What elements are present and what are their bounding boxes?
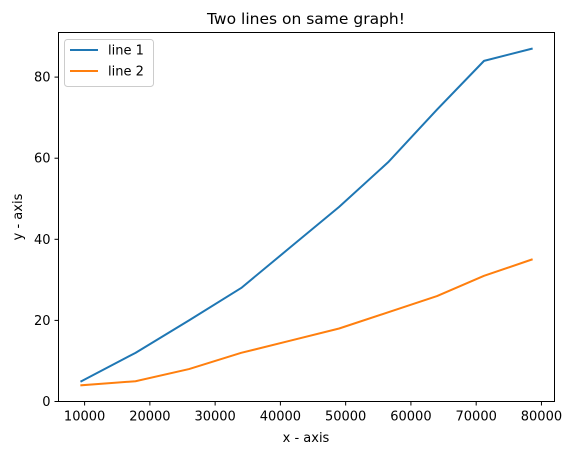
x-tick-label: 50000 — [325, 410, 366, 425]
x-tick-label: 60000 — [390, 410, 431, 425]
legend-label-2: line 2 — [108, 65, 144, 80]
plot-frame — [58, 32, 555, 402]
legend-items: line 1 line 2 — [70, 44, 144, 80]
x-axis-ticks: 10000 20000 30000 40000 50000 60000 70000 80000 — [64, 401, 562, 425]
x-axis-title: x - axis — [283, 431, 330, 446]
legend-label-1: line 1 — [108, 44, 144, 59]
x-tick-label: 70000 — [456, 410, 497, 425]
y-tick-label: 80 — [34, 71, 51, 86]
series-line-2 — [80, 258, 533, 387]
plot-lines — [79, 47, 533, 387]
y-axis-ticks: 0 20 40 60 80 — [34, 71, 59, 410]
series-line-1 — [79, 47, 533, 383]
y-tick-label: 20 — [34, 314, 51, 329]
legend: line 1 line 2 — [64, 39, 154, 87]
y-tick-label: 40 — [34, 233, 51, 248]
chart-title: Two lines on same graph! — [206, 10, 405, 28]
legend-box — [64, 39, 154, 87]
x-tick-label: 40000 — [260, 410, 301, 425]
x-tick-label: 10000 — [64, 410, 105, 425]
x-tick-label: 20000 — [129, 410, 170, 425]
x-tick-label: 80000 — [521, 410, 562, 425]
y-tick-label: 60 — [34, 152, 51, 167]
y-axis-title: y - axis — [11, 193, 26, 240]
y-tick-label: 0 — [42, 395, 50, 410]
x-tick-label: 30000 — [194, 410, 235, 425]
